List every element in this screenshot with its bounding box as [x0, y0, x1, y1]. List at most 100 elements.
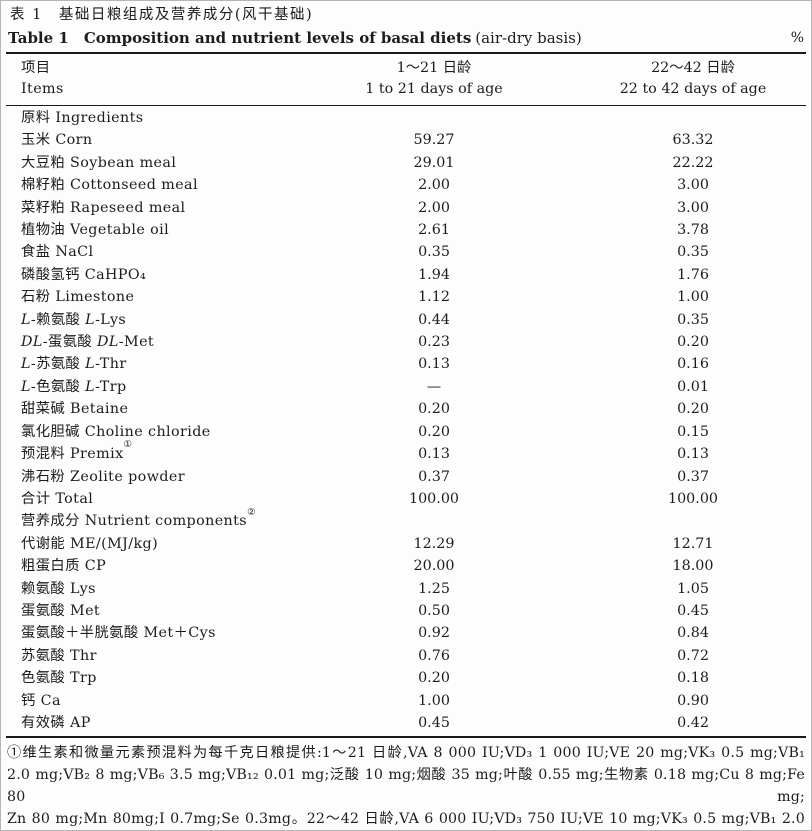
value-days-22-42: 1.00 [677, 289, 709, 306]
row-label: 大豆粕 Soybean meal [21, 154, 177, 171]
row-label: 棉籽粕 Cottonseed meal [21, 177, 198, 194]
row-label: 蛋氨酸＋半胱氨酸 Met＋Cys [21, 625, 216, 642]
value-days-1-21: 0.23 [418, 334, 450, 351]
table-row: 棉籽粕 Cottonseed meal 2.00 3.00 [6, 174, 806, 196]
value-days-22-42 [534, 107, 806, 129]
value-days-22-42: 0.01 [677, 378, 709, 395]
table-title-zh: 表 1 基础日粮组成及营养成分(风干基础) [10, 7, 314, 23]
row-label: L-色氨酸 L-Trp [21, 378, 127, 395]
header-col2-zh: 22～42 日龄 [651, 60, 735, 76]
table-row: 大豆粕 Soybean meal 29.01 22.22 [6, 152, 806, 174]
row-label: 营养成分 Nutrient components② [21, 506, 256, 530]
table-row: 蛋氨酸＋半胱氨酸 Met＋Cys 0.92 0.84 [6, 622, 806, 644]
value-days-1-21: 0.44 [418, 311, 450, 328]
value-days-1-21: 1.00 [418, 692, 450, 709]
value-days-1-21: 1.12 [418, 289, 450, 306]
row-label: 赖氨酸 Lys [21, 580, 96, 597]
value-days-1-21: 0.37 [418, 468, 450, 485]
value-days-22-42: 0.18 [677, 670, 709, 687]
table-row: 色氨酸 Trp 0.20 0.18 [6, 667, 806, 689]
table-row: 赖氨酸 Lys 1.25 1.05 [6, 578, 806, 600]
row-label: 蛋氨酸 Met [21, 602, 101, 619]
value-days-1-21: 29.01 [413, 154, 455, 171]
value-days-1-21: 0.20 [418, 423, 450, 440]
table-header: 项目 1～21 日龄 22～42 日龄 Items 1 to 21 days o… [6, 54, 806, 106]
row-label: L-赖氨酸 L-Lys [21, 311, 127, 328]
table-row: 钙 Ca 1.00 0.90 [6, 690, 806, 712]
value-days-22-42: 0.15 [677, 423, 709, 440]
row-label: 植物油 Vegetable oil [21, 222, 170, 239]
section-row: 原料 Ingredients [6, 107, 806, 129]
header-col2-en: 22 to 42 days of age [619, 81, 767, 97]
row-label: 色氨酸 Trp [21, 670, 97, 687]
value-days-1-21: 100.00 [408, 490, 460, 507]
value-days-22-42: 0.42 [677, 714, 709, 731]
footnote-line: ①维生素和微量元素预混料为每千克日粮提供:1～21 日龄,VA 8 000 IU… [7, 745, 805, 762]
table-body: 原料 Ingredients 玉米 Corn 59.27 63.32 大豆粕 Soybe… [6, 106, 806, 739]
value-days-22-42: 0.45 [677, 602, 709, 619]
section-row: 营养成分 Nutrient components② [6, 506, 806, 532]
header-items-en: Items [21, 81, 64, 97]
value-days-22-42: 3.78 [677, 222, 709, 239]
header-items-zh: 项目 [21, 60, 51, 76]
value-days-22-42: 0.16 [677, 356, 709, 373]
row-label: 玉米 Corn [21, 132, 93, 149]
value-days-1-21: 0.50 [418, 602, 450, 619]
value-days-22-42: 3.00 [677, 177, 709, 194]
value-days-1-21: 0.76 [418, 647, 450, 664]
table-row: 菜籽粕 Rapeseed meal 2.00 3.00 [6, 197, 806, 219]
value-days-22-42: 18.00 [672, 558, 714, 575]
value-days-22-42: 100.00 [667, 490, 719, 507]
table-row: 石粉 Limestone 1.12 1.00 [6, 286, 806, 308]
table-row: 甜菜碱 Betaine 0.20 0.20 [6, 398, 806, 420]
row-label: 菜籽粕 Rapeseed meal [21, 199, 186, 216]
row-label: DL-蛋氨酸 DL-Met [21, 334, 155, 351]
value-days-1-21: 20.00 [413, 558, 455, 575]
table-row: 磷酸氢钙 CaHPO₄ 1.94 1.76 [6, 264, 806, 286]
value-days-22-42: 0.90 [677, 692, 709, 709]
value-days-22-42: 0.35 [677, 244, 709, 261]
table-title-en-row: Table 1 Composition and nutrient levels … [6, 27, 806, 54]
value-days-22-42: 0.37 [677, 468, 709, 485]
header-row-zh: 项目 1～21 日龄 22～42 日龄 [6, 58, 806, 79]
row-label: 氯化胆碱 Choline chloride [21, 423, 211, 440]
table-title-en-bold: Table 1 Composition and nutrient levels … [8, 29, 472, 47]
value-days-1-21: 0.20 [418, 670, 450, 687]
footnote-line: Zn 80 mg;Mn 80mg;I 0.7mg;Se 0.3mg。22～42 … [7, 811, 805, 828]
table-row: 代谢能 ME/(MJ/kg) 12.29 12.71 [6, 533, 806, 555]
value-days-22-42: 63.32 [672, 132, 714, 149]
table-row: 氯化胆碱 Choline chloride 0.20 0.15 [6, 421, 806, 443]
row-label: 代谢能 ME/(MJ/kg) [21, 535, 159, 552]
table-row: L-赖氨酸 L-Lys 0.44 0.35 [6, 309, 806, 331]
value-days-1-21: 0.13 [418, 446, 450, 463]
table-row: 合计 Total 100.00 100.00 [6, 488, 806, 510]
value-days-1-21: 2.00 [418, 199, 450, 216]
value-days-1-21: 0.45 [418, 714, 450, 731]
row-label: 钙 Ca [21, 692, 61, 709]
value-days-1-21: 0.20 [418, 401, 450, 418]
value-days-1-21 [334, 107, 534, 129]
table-row: DL-蛋氨酸 DL-Met 0.23 0.20 [6, 331, 806, 353]
table-row: 预混料 Premix① 0.13 0.13 [6, 440, 806, 465]
value-days-22-42: 0.20 [677, 334, 709, 351]
table-row: 苏氨酸 Thr 0.76 0.72 [6, 645, 806, 667]
value-days-1-21: 12.29 [413, 535, 455, 552]
value-days-1-21: 59.27 [413, 132, 455, 149]
row-label: 石粉 Limestone [21, 289, 135, 306]
unit-label: % [790, 30, 804, 46]
footnotes: ①维生素和微量元素预混料为每千克日粮提供:1～21 日龄,VA 8 000 IU… [6, 738, 806, 830]
footnote-line: 2.0 mg;VB₂ 8 mg;VB₆ 3.5 mg;VB₁₂ 0.01 mg;… [7, 767, 805, 806]
row-label: 食盐 NaCl [21, 244, 94, 261]
table-row: 玉米 Corn 59.27 63.32 [6, 129, 806, 151]
row-label: 甜菜碱 Betaine [21, 401, 129, 418]
value-days-1-21: 0.92 [418, 625, 450, 642]
row-label: L-苏氨酸 L-Thr [21, 356, 127, 373]
value-days-22-42: 12.71 [672, 535, 714, 552]
header-col1-en: 1 to 21 days of age [365, 81, 503, 97]
value-days-22-42: 0.13 [677, 446, 709, 463]
table-row: 沸石粉 Zeolite powder 0.37 0.37 [6, 466, 806, 488]
value-days-1-21: 1.94 [418, 266, 450, 283]
table-caption: 表 1 基础日粮组成及营养成分(风干基础) Table 1 Compositio… [6, 4, 806, 54]
value-days-1-21: 0.13 [418, 356, 450, 373]
